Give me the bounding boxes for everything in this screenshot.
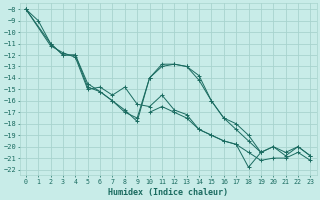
X-axis label: Humidex (Indice chaleur): Humidex (Indice chaleur) <box>108 188 228 197</box>
